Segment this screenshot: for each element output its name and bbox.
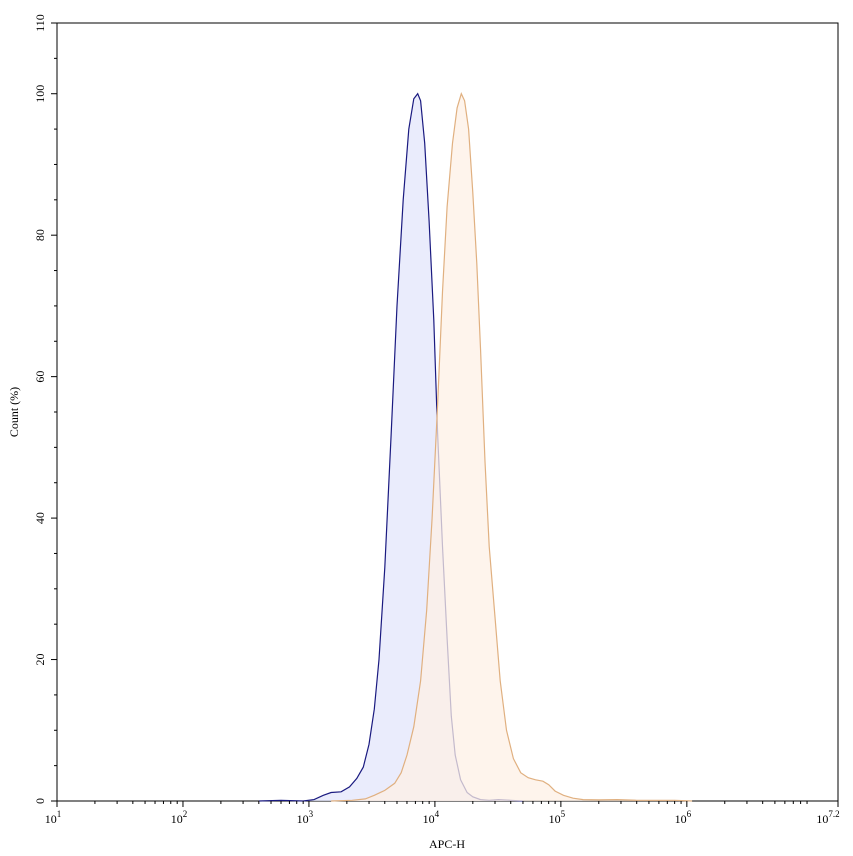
y-tick-label: 20	[33, 654, 47, 666]
y-axis-title: Count (%)	[7, 387, 21, 437]
x-tick-label: 107.2	[816, 809, 839, 826]
y-tick-label: 0	[33, 798, 47, 804]
x-tick-label: 104	[423, 809, 440, 826]
y-tick-label: 110	[33, 14, 47, 32]
x-axis-ticks: 101 102 103 104 105 106 107.2	[45, 801, 840, 826]
series-layer	[258, 92, 693, 802]
x-tick-label: 105	[549, 809, 566, 826]
x-tick-label: 101	[45, 809, 62, 826]
y-tick-label: 40	[33, 512, 47, 524]
y-tick-label: 80	[33, 229, 47, 241]
x-tick-label: 103	[297, 809, 314, 826]
y-tick-label: 100	[33, 85, 47, 103]
x-tick-label: 102	[171, 809, 188, 826]
y-axis-ticks: 0 20 40 60 80 100 110	[33, 14, 57, 804]
y-tick-label: 60	[33, 371, 47, 383]
x-tick-label: 106	[675, 809, 692, 826]
x-axis-title: APC-H	[429, 837, 465, 851]
series-2-line	[331, 92, 693, 802]
